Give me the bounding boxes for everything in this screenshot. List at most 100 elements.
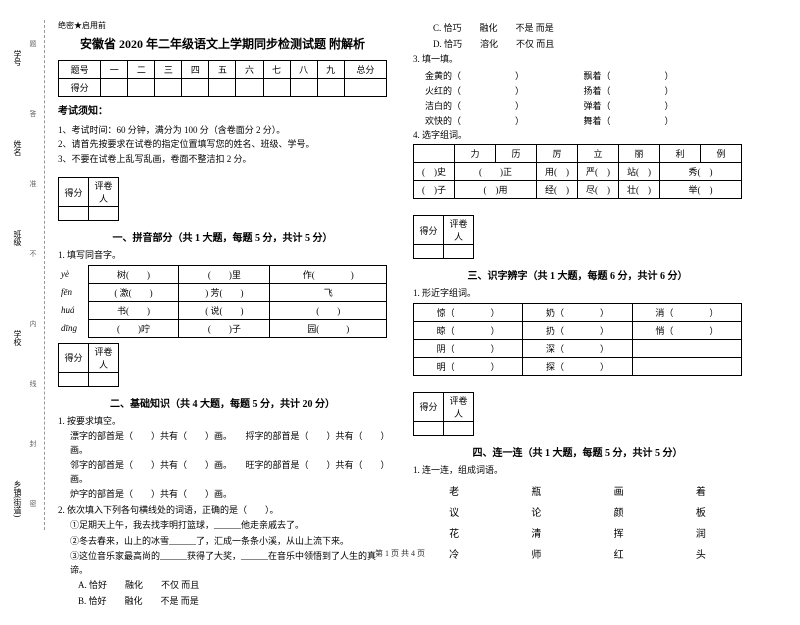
cell: 飞 bbox=[270, 283, 387, 301]
word: 瓶 bbox=[531, 483, 541, 498]
q2-1-line: 邻字的部首是（ ）共有（ ）画。 旺字的部首是（ ）共有（ ）画。 bbox=[58, 459, 387, 486]
q1: 1. 填写同音字。 bbox=[58, 249, 387, 263]
sb-c2: 评卷人 bbox=[444, 392, 474, 421]
notes: 1、考试时间：60 分钟，满分为 100 分（含卷面分 2 分）。 2、请首先按… bbox=[58, 123, 387, 166]
q2-1-line: 炉字的部首是（ ）共有（ ）画。 bbox=[58, 488, 387, 502]
note-line: 2、请首先按要求在试卷的指定位置填写您的姓名、班级、学号。 bbox=[58, 137, 387, 151]
py: yè bbox=[58, 265, 88, 283]
th: 五 bbox=[209, 61, 236, 79]
th: 总分 bbox=[344, 61, 386, 79]
cut-mark: 内 bbox=[28, 320, 38, 327]
word: 板 bbox=[696, 504, 706, 519]
q2-2-opt: B. 恰好 融化 不是 而是 bbox=[58, 595, 387, 609]
section-1-title: 一、拼音部分（共 1 大题，每题 5 分，共计 5 分） bbox=[58, 229, 387, 244]
cell: ( )咛 bbox=[88, 319, 179, 337]
cell: ( )子 bbox=[179, 319, 270, 337]
cell: 秀( ) bbox=[660, 163, 742, 181]
q2-3: 3. 填一填。 bbox=[413, 53, 742, 67]
cell: 悄（ ） bbox=[632, 321, 741, 339]
q2-1-line: 漂字的部首是（ ）共有（ ）画。 捋字的部首是（ ）共有（ ）画。 bbox=[58, 430, 387, 457]
cell: 书( ) bbox=[88, 301, 179, 319]
cell: ( 说( ) bbox=[179, 301, 270, 319]
section-3-title: 三、识字辨字（共 1 大题，每题 6 分，共计 6 分） bbox=[413, 267, 742, 282]
word: 画 bbox=[614, 483, 624, 498]
th: 七 bbox=[263, 61, 290, 79]
sb-c1: 得分 bbox=[59, 178, 89, 207]
section-4-title: 四、连一连（共 1 大题，每题 5 分，共计 5 分） bbox=[413, 444, 742, 459]
th: 力 bbox=[455, 145, 496, 163]
cell: 奶（ ） bbox=[523, 303, 632, 321]
py: dīng bbox=[58, 319, 88, 337]
cell: 探（ ） bbox=[523, 357, 632, 375]
cell: 明（ ） bbox=[414, 357, 523, 375]
word: 着 bbox=[696, 483, 706, 498]
th: 立 bbox=[578, 145, 619, 163]
q2-1: 1. 按要求填空。 bbox=[58, 415, 387, 429]
cell: 树( ) bbox=[88, 265, 179, 283]
score-box: 得分评卷人 bbox=[58, 177, 387, 221]
word: 清 bbox=[531, 525, 541, 540]
q2-2-line: ②冬去春来，山上的冰雪______了，汇成一条条小溪，从山上流下来。 bbox=[58, 535, 387, 549]
match-row: 议 论 颜 板 bbox=[413, 504, 742, 519]
cut-mark: 密 bbox=[28, 500, 38, 507]
cell: 尽( ) bbox=[578, 181, 619, 199]
score-box: 得分评卷人 bbox=[413, 392, 742, 436]
q3-row: 洁白的（ ）弹着（ ） bbox=[413, 99, 742, 112]
th: 六 bbox=[236, 61, 263, 79]
th: 三 bbox=[155, 61, 182, 79]
cell: ( ) bbox=[270, 301, 387, 319]
sb-c2: 评卷人 bbox=[89, 178, 119, 207]
cell: 消（ ） bbox=[632, 303, 741, 321]
cell: ( )里 bbox=[179, 265, 270, 283]
cut-mark: 答 bbox=[28, 110, 38, 117]
section-2-title: 二、基础知识（共 4 大题，每题 5 分，共计 20 分） bbox=[58, 395, 387, 410]
sb-c2: 评卷人 bbox=[89, 343, 119, 372]
cell: 扔（ ） bbox=[523, 321, 632, 339]
th: 题号 bbox=[59, 61, 101, 79]
py: fēn bbox=[58, 283, 88, 301]
q2-2-opt: D. 恰巧 溶化 不仅 而且 bbox=[413, 38, 742, 52]
binding-margin: 学号 姓名 班级 学校 乡镇(街道) 题 答 准 不 内 线 封 密 bbox=[10, 20, 45, 530]
cell: 站( ) bbox=[619, 163, 660, 181]
note-line: 3、不要在试卷上乱写乱画，卷面不整洁扣 2 分。 bbox=[58, 152, 387, 166]
cell: 园( ) bbox=[270, 319, 387, 337]
cut-mark: 封 bbox=[28, 440, 38, 447]
word: 老 bbox=[449, 483, 459, 498]
match-row: 老 瓶 画 着 bbox=[413, 483, 742, 498]
binding-label: 乡镇(街道) bbox=[12, 480, 23, 517]
cell: 深（ ） bbox=[523, 339, 632, 357]
sb-c1: 得分 bbox=[414, 392, 444, 421]
exam-title: 安徽省 2020 年二年级语文上学期同步检测试题 附解析 bbox=[58, 35, 387, 52]
page-content: 绝密★启用前 安徽省 2020 年二年级语文上学期同步检测试题 附解析 题号 一… bbox=[0, 0, 800, 625]
score-box: 得分评卷人 bbox=[413, 215, 742, 259]
th: 历 bbox=[496, 145, 537, 163]
binding-label: 学号 bbox=[12, 50, 23, 66]
row-label: 得分 bbox=[59, 79, 101, 97]
cell: 用( ) bbox=[537, 163, 578, 181]
cell: ( )用 bbox=[455, 181, 537, 199]
th: 利 bbox=[660, 145, 701, 163]
q3-row: 金黄的（ ）飘着（ ） bbox=[413, 69, 742, 82]
cell: 严( ) bbox=[578, 163, 619, 181]
binding-label: 学校 bbox=[12, 330, 23, 346]
q4: 1. 连一连，组成词语。 bbox=[413, 464, 742, 478]
right-column: C. 恰巧 融化 不是 而是 D. 恰巧 溶化 不仅 而且 3. 填一填。 金黄… bbox=[405, 20, 750, 610]
cell: 举( ) bbox=[660, 181, 742, 199]
q2-2-opt: C. 恰巧 融化 不是 而是 bbox=[413, 22, 742, 36]
word: 花 bbox=[449, 525, 459, 540]
word: 议 bbox=[449, 504, 459, 519]
cut-mark: 线 bbox=[28, 380, 38, 387]
cell: 晾（ ） bbox=[414, 321, 523, 339]
cell: 作( ) bbox=[270, 265, 387, 283]
q2-2: 2. 依次填入下列各句横线处的词语，正确的是（ ）。 bbox=[58, 504, 387, 518]
page-footer: 第 1 页 共 4 页 bbox=[0, 548, 800, 559]
note-line: 1、考试时间：60 分钟，满分为 100 分（含卷面分 2 分）。 bbox=[58, 123, 387, 137]
secret-label: 绝密★启用前 bbox=[58, 20, 387, 31]
notes-head: 考试须知： bbox=[58, 102, 387, 117]
th: 厉 bbox=[537, 145, 578, 163]
left-column: 绝密★启用前 安徽省 2020 年二年级语文上学期同步检测试题 附解析 题号 一… bbox=[50, 20, 395, 610]
cell: ( 激( ) bbox=[88, 283, 179, 301]
cut-mark: 准 bbox=[28, 180, 38, 187]
sb-c2: 评卷人 bbox=[444, 216, 474, 245]
q3: 1. 形近字组词。 bbox=[413, 287, 742, 301]
